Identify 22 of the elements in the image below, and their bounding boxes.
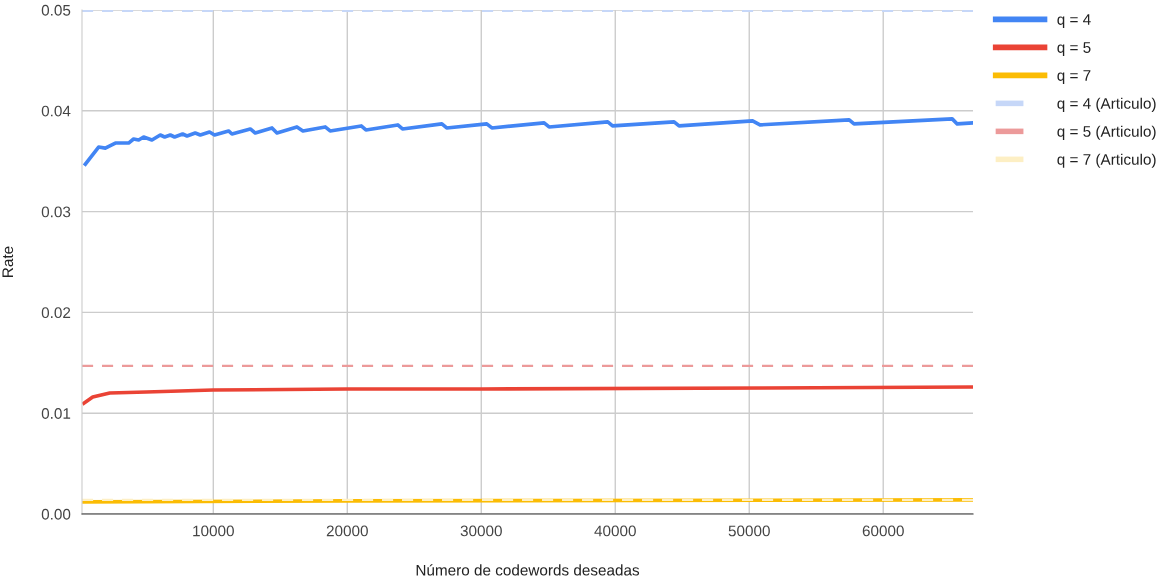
- legend-label: q = 7 (Articulo): [1057, 153, 1156, 168]
- x-tick-label: 60000: [862, 525, 904, 537]
- x-tick-label: 50000: [728, 525, 770, 537]
- x-tick-label: 10000: [193, 525, 234, 537]
- y-tick-label: 0.01: [41, 408, 71, 419]
- y-tick-label: 0.04: [41, 105, 71, 117]
- legend-label: q = 5: [1057, 42, 1091, 56]
- x-tick-label: 40000: [594, 525, 636, 537]
- y-tick-label: 0.03: [41, 206, 71, 218]
- y-axis-title: Rate: [2, 246, 14, 277]
- y-tick-label: 0.05: [41, 4, 71, 16]
- y-tick-label: 0.00: [41, 508, 71, 520]
- line-series: [83, 117, 973, 167]
- x-axis-title: Número de codewords deseadas: [416, 564, 640, 576]
- legend-label: q = 7: [1057, 70, 1091, 84]
- y-tick-label: 0.02: [41, 307, 71, 319]
- legend-label: q = 4: [1057, 14, 1091, 28]
- legend-label: q = 5 (Articulo): [1057, 125, 1156, 140]
- legend-label: q = 4 (Articulo): [1057, 97, 1156, 112]
- x-tick-label: 30000: [460, 525, 502, 537]
- x-tick-label: 20000: [326, 525, 368, 537]
- line-series: [82, 385, 973, 405]
